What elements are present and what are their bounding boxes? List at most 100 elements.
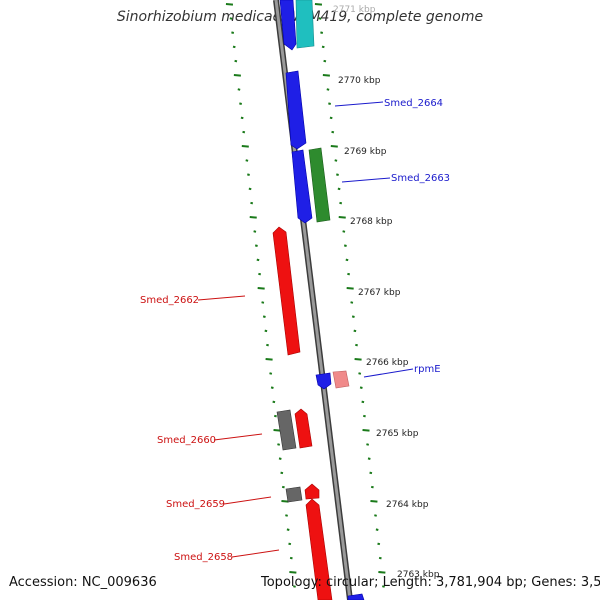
inner-tick-mark <box>281 500 289 503</box>
gene-label-smed-2663[interactable]: Smed_2663 <box>391 173 450 184</box>
kbp-label: 2766 kbp <box>366 358 409 368</box>
outer-tick-mark <box>328 102 331 105</box>
inner-tick-mark <box>232 45 236 49</box>
kbp-label: 2764 kbp <box>386 500 429 510</box>
inner-tick-mark <box>288 542 292 546</box>
outer-tick-mark <box>323 59 327 63</box>
feature-track <box>272 0 365 600</box>
inner-tick-mark <box>289 556 293 560</box>
outer-tick-mark <box>353 329 357 333</box>
outer-tick-mark <box>331 130 335 134</box>
feature-smed-2658[interactable] <box>305 498 333 600</box>
feature-smed-2659[interactable] <box>304 483 320 500</box>
outer-tick-mark <box>347 272 351 276</box>
leader-smed-2663 <box>341 177 391 183</box>
outer-tick-mark <box>359 386 363 389</box>
gene-labels: Smed_2664 Smed_2663 Smed_2662 rpmE Smed_… <box>140 98 450 563</box>
gene-label-smed-2660[interactable]: Smed_2660 <box>157 435 216 446</box>
outer-tick-mark <box>362 414 366 418</box>
feature-blue-bottom[interactable] <box>347 593 365 600</box>
inner-tick-mark <box>254 244 258 247</box>
gene-label-rpme[interactable]: rpmE <box>414 364 441 375</box>
leader-smed-2660 <box>213 433 263 441</box>
inner-tick-mark <box>269 372 273 375</box>
feature-gray-2660[interactable] <box>276 409 297 451</box>
feature-smed-2664[interactable] <box>285 70 307 150</box>
inner-tick-mark <box>273 414 277 418</box>
kbp-label: 2771 kbp <box>333 5 376 15</box>
inner-tick-mark <box>266 343 269 347</box>
outer-tick-mark <box>358 372 362 375</box>
inner-tick-mark <box>248 187 252 191</box>
outer-tick-mark <box>343 244 347 247</box>
leader-rpme <box>363 368 414 378</box>
feature-smed-2660[interactable] <box>294 408 313 449</box>
inner-tick-mark <box>249 216 257 219</box>
genome-summary-text: Topology: circular; Length: 3,781,904 bp… <box>261 575 600 590</box>
kbp-label: 2768 kbp <box>350 217 393 227</box>
outer-tick-mark <box>374 514 377 517</box>
feature-smed-2663[interactable] <box>308 147 331 223</box>
outer-tick-mark <box>336 173 339 176</box>
outer-tick-mark <box>355 343 358 347</box>
inner-tick-mark <box>257 287 265 290</box>
outer-tick-mark <box>367 457 371 460</box>
inner-tick-mark <box>229 17 233 20</box>
inner-tick-mark <box>272 400 276 404</box>
outer-tick-mark <box>322 74 330 77</box>
outer-tick-mark <box>366 443 370 446</box>
outer-tick-mark <box>375 528 379 531</box>
outer-tick-mark <box>369 471 373 475</box>
inner-tick-mark <box>239 102 242 105</box>
outer-tick-mark <box>329 116 333 120</box>
gene-label-smed-2664[interactable]: Smed_2664 <box>384 98 443 109</box>
feature-blue-top[interactable] <box>279 0 297 51</box>
outer-tick-mark <box>370 485 374 489</box>
outer-tick-mark <box>377 542 381 546</box>
genome-backbone <box>274 0 352 600</box>
outer-tick-mark <box>338 216 346 219</box>
inner-tick-mark <box>281 485 285 489</box>
outer-tick-mark <box>351 315 355 318</box>
inner-tick-mark <box>286 528 290 531</box>
outer-tick-mark <box>354 358 362 361</box>
accession-text: Accession: NC_009636 <box>9 575 157 590</box>
gene-label-smed-2662[interactable]: Smed_2662 <box>140 295 199 306</box>
inner-tick-mark <box>265 358 273 361</box>
kbp-label: 2767 kbp <box>358 288 401 298</box>
outer-tick-mark <box>378 571 386 574</box>
inner-tick-mark <box>237 88 241 91</box>
gene-label-smed-2659[interactable]: Smed_2659 <box>166 499 225 510</box>
kbp-label: 2770 kbp <box>338 76 381 86</box>
inner-tick-mark <box>253 230 257 233</box>
inner-tick-mark <box>264 329 268 333</box>
feature-gray-2659[interactable] <box>285 486 303 503</box>
feature-rpme[interactable] <box>332 370 350 389</box>
inner-tick-mark <box>242 130 246 134</box>
inner-tick-track <box>225 3 297 588</box>
feature-smed-2662[interactable] <box>272 226 301 356</box>
inner-tick-mark <box>278 457 282 460</box>
leader-smed-2659 <box>223 496 272 505</box>
inner-tick-mark <box>241 145 249 148</box>
feature-cyan-top[interactable] <box>295 0 315 49</box>
kbp-label: 2763 kbp <box>397 570 440 580</box>
kbp-labels: 2771 kbp 2770 kbp 2769 kbp 2768 kbp 2767… <box>333 5 440 580</box>
inner-tick-mark <box>270 386 274 389</box>
inner-tick-mark <box>258 272 262 276</box>
inner-tick-mark <box>247 173 250 176</box>
outer-tick-mark <box>334 159 338 162</box>
feature-blue-2663-left[interactable] <box>291 149 313 224</box>
inner-tick-mark <box>262 315 266 318</box>
outer-tick-mark <box>342 230 346 233</box>
kbp-label: 2769 kbp <box>344 147 387 157</box>
gene-label-smed-2658[interactable]: Smed_2658 <box>174 552 233 563</box>
leader-smed-2664 <box>334 101 384 107</box>
inner-tick-mark <box>289 571 297 574</box>
inner-tick-mark <box>261 301 265 304</box>
feature-blue-rpme-left[interactable] <box>315 372 332 390</box>
outer-tick-mark <box>326 88 330 91</box>
outer-tick-mark <box>350 301 354 304</box>
